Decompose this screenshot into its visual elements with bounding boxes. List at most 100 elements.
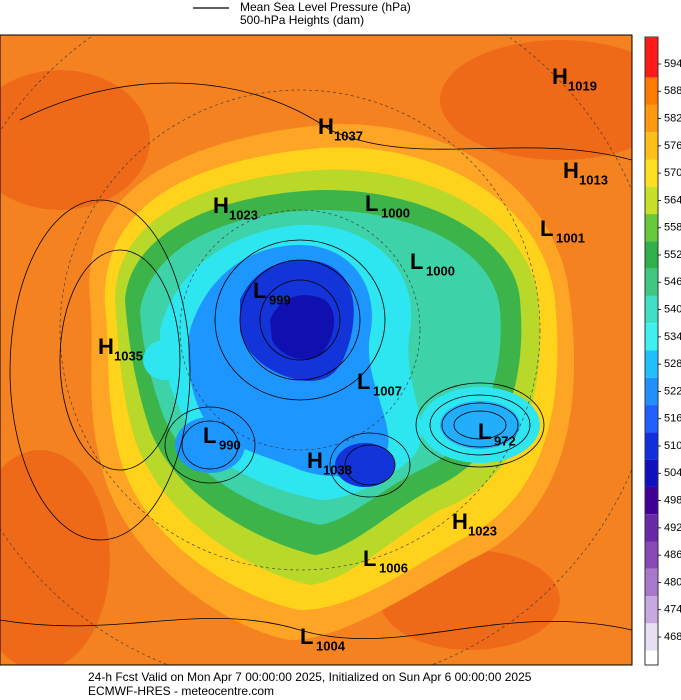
colorbar-swatch (645, 596, 658, 624)
height-band (143, 340, 187, 380)
pressure-center: H 1035 (98, 334, 143, 364)
center-letter: L (357, 369, 370, 394)
center-value: 1013 (579, 172, 608, 187)
center-value: 1000 (426, 263, 455, 278)
colorbar-swatch (645, 104, 658, 133)
center-letter: L (300, 624, 313, 649)
center-value: 1023 (229, 207, 258, 222)
colorbar-label: 540 (664, 303, 681, 315)
height-band (270, 295, 335, 360)
pressure-center: H 1023 (452, 509, 497, 539)
colorbar-swatch (645, 295, 658, 324)
colorbar-label: 582 (664, 112, 681, 124)
pressure-center: L 999 (253, 278, 291, 308)
colorbar-label: 468 (664, 631, 681, 643)
center-letter: H (213, 193, 229, 218)
colorbar-swatch (645, 405, 658, 433)
colorbar-label: 510 (664, 440, 681, 452)
colorbar-swatch (645, 623, 658, 651)
colorbar-swatch (645, 541, 658, 569)
height-band (440, 401, 520, 449)
colorbar-label: 498 (664, 494, 681, 506)
center-value: 1001 (556, 230, 585, 245)
pressure-center: L 1007 (357, 369, 402, 399)
graticule (0, 35, 632, 665)
colorbar-label: 588 (664, 85, 681, 97)
colorbar-swatch (645, 214, 658, 242)
center-letter: L (540, 216, 553, 241)
pressure-center: H 1013 (563, 158, 608, 188)
colorbar-label: 552 (664, 249, 681, 261)
colorbar-label: 480 (664, 576, 681, 588)
legend-label: Mean Sea Level Pressure (hPa) (240, 0, 411, 14)
colorbar-label: 528 (664, 358, 681, 370)
center-value: 1007 (373, 383, 402, 398)
center-letter: L (478, 419, 491, 444)
pressure-center: H 1038 (307, 448, 352, 478)
pressure-center: L 1000 (365, 191, 410, 221)
pressure-center: L 1001 (540, 216, 585, 246)
center-letter: L (410, 249, 423, 274)
colorbar-swatch (645, 377, 658, 406)
center-value: 990 (219, 437, 241, 452)
colorbar-label: 522 (664, 385, 681, 397)
colorbar-label: 516 (664, 413, 681, 425)
center-letter: H (307, 448, 323, 473)
colorbar-label: 492 (664, 522, 681, 534)
center-letter: H (98, 334, 114, 359)
center-value: 1006 (379, 560, 408, 575)
center-value: 1038 (323, 462, 352, 477)
colorbar-swatch (645, 132, 658, 160)
center-value: 972 (494, 433, 516, 448)
center-letter: L (363, 546, 376, 571)
warm-region (0, 70, 150, 210)
colorbar-swatch (645, 268, 658, 296)
warm-region (440, 40, 632, 160)
colorbar-swatch (645, 350, 658, 378)
pressure-center: H 1023 (213, 193, 258, 223)
colorbar-swatch (645, 432, 658, 460)
colorbar-label: 504 (664, 467, 681, 479)
colorbar-label: 534 (664, 331, 681, 343)
colorbar-label: 564 (664, 194, 681, 206)
pressure-center: H 1037 (318, 114, 363, 144)
height-band (175, 417, 245, 473)
colorbar-swatch (645, 186, 658, 215)
colorbar-swatch (645, 323, 658, 351)
colorbar-swatch (645, 77, 658, 105)
height-band (335, 443, 395, 487)
isobars (0, 82, 632, 640)
colorbar-label: 474 (664, 604, 681, 616)
center-letter: H (452, 509, 468, 534)
colorbar-swatch (645, 241, 658, 269)
center-value: 1004 (316, 638, 346, 653)
pressure-center: L 972 (478, 419, 516, 449)
center-value: 1035 (114, 348, 143, 363)
footer-line: 24-h Fcst Valid on Mon Apr 7 00:00:00 20… (88, 670, 532, 684)
center-value: 999 (269, 292, 291, 307)
center-value: 1037 (334, 128, 363, 143)
map-frame (0, 34, 633, 666)
pressure-center: L 1000 (410, 249, 455, 279)
warm-region (0, 450, 110, 665)
colorbar-label: 570 (664, 167, 681, 179)
legend-label: 500-hPa Heights (dam) (240, 13, 364, 27)
center-letter: L (253, 278, 266, 303)
colorbar-label: 576 (664, 140, 681, 152)
colorbar-swatch (645, 514, 658, 542)
colorbar-swatch (645, 37, 658, 78)
center-value: 1000 (381, 205, 410, 220)
center-letter: H (318, 114, 334, 139)
pressure-center: L 990 (203, 423, 241, 453)
colorbar-label: 558 (664, 222, 681, 234)
center-letter: L (203, 423, 216, 448)
colorbar: 594 588 582 576 570 564 558 552 546 540 534 528 522 5… (645, 37, 681, 651)
footer-line: ECMWF-HRES - meteocentre.com (88, 684, 274, 698)
colorbar-label: 594 (664, 58, 681, 70)
pressure-center: L 1006 (363, 546, 408, 576)
colorbar-label: 486 (664, 549, 681, 561)
center-value: 1023 (468, 523, 497, 538)
